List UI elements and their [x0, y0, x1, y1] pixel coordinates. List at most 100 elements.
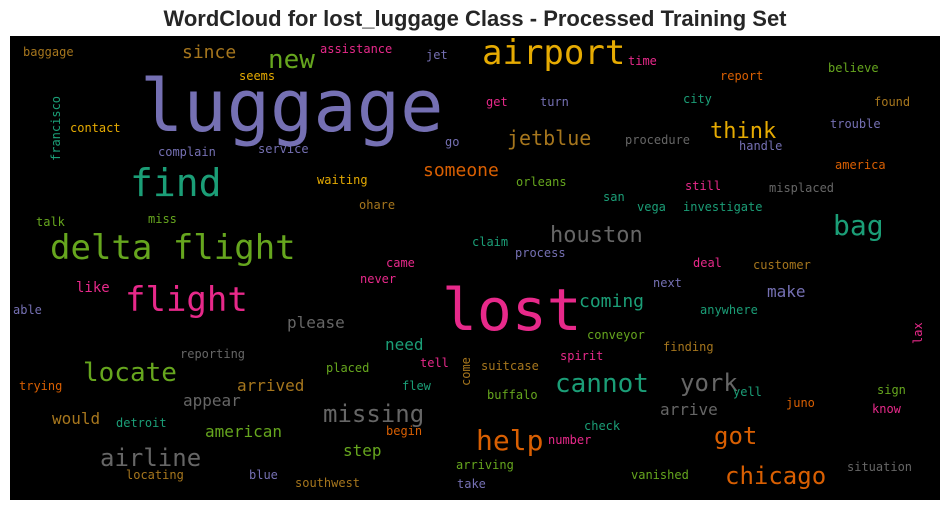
word-vanished: vanished — [631, 468, 689, 482]
word-coming: coming — [579, 291, 644, 312]
word-number: number — [548, 433, 591, 447]
word-detroit: detroit — [116, 416, 167, 430]
word-locating: locating — [126, 468, 184, 482]
word-never: never — [360, 272, 396, 286]
word-turn: turn — [540, 95, 569, 109]
word-begin: begin — [386, 424, 422, 438]
word-arriving: arriving — [456, 458, 514, 472]
word-sign: sign — [877, 383, 906, 397]
word-like: like — [76, 280, 110, 296]
word-believe: believe — [828, 61, 879, 75]
word-next: next — [653, 276, 682, 290]
word-spirit: spirit — [560, 349, 603, 363]
word-arrive: arrive — [660, 400, 718, 419]
word-airline: airline — [100, 444, 201, 472]
word-find: find — [130, 161, 222, 205]
word-placed: placed — [326, 361, 369, 375]
word-come: come — [459, 357, 473, 386]
word-still: still — [685, 179, 721, 193]
word-take: take — [457, 477, 486, 491]
word-assistance: assistance — [320, 42, 392, 56]
word-make: make — [767, 282, 806, 301]
word-missing: missing — [323, 400, 424, 428]
word-flight: flight — [125, 280, 248, 320]
word-miss: miss — [148, 212, 177, 226]
word-conveyor: conveyor — [587, 328, 645, 342]
word-juno: juno — [786, 396, 815, 410]
word-luggage: luggage — [140, 64, 443, 148]
word-jet: jet — [426, 48, 448, 62]
word-america: america — [835, 158, 886, 172]
word-southwest: southwest — [295, 476, 360, 490]
word-american: american — [205, 422, 282, 441]
word-locate: locate — [83, 358, 177, 388]
word-time: time — [628, 54, 657, 68]
word-came: came — [386, 256, 415, 270]
word-ohare: ohare — [359, 198, 395, 212]
word-trying: trying — [19, 379, 62, 393]
word-need: need — [385, 335, 424, 354]
word-investigate: investigate — [683, 200, 762, 214]
word-york: york — [680, 369, 738, 397]
word-customer: customer — [753, 258, 811, 272]
word-houston: houston — [550, 223, 643, 248]
word-delta-flight: delta flight — [50, 228, 296, 268]
wordcloud-canvas: luggage lost airport find delta flight flight… — [10, 36, 940, 500]
word-bag: bag — [833, 209, 884, 242]
word-arrived: arrived — [237, 376, 304, 395]
word-lax: lax — [911, 322, 925, 344]
word-process: process — [515, 246, 566, 260]
word-talk: talk — [36, 215, 66, 229]
word-airport: airport — [482, 36, 625, 73]
word-cannot: cannot — [555, 369, 649, 399]
word-baggage: baggage — [23, 45, 74, 59]
word-finding: finding — [663, 340, 714, 354]
word-go: go — [445, 135, 459, 149]
word-report: report — [720, 69, 763, 83]
word-situation: situation — [847, 460, 912, 474]
word-deal: deal — [693, 256, 722, 270]
word-appear: appear — [183, 391, 241, 410]
word-vega: vega — [637, 200, 666, 214]
word-think: think — [710, 119, 776, 144]
word-seems: seems — [239, 69, 275, 83]
word-please: please — [287, 313, 345, 332]
word-service: service — [258, 142, 309, 156]
word-would: would — [52, 409, 100, 428]
word-waiting: waiting — [317, 173, 368, 187]
word-found: found — [874, 95, 910, 109]
wordcloud-svg: luggage lost airport find delta flight flight… — [13, 36, 925, 491]
word-check: check — [584, 419, 621, 433]
word-handle: handle — [739, 139, 782, 153]
word-got: got — [714, 422, 757, 450]
chart-title: WordCloud for lost_luggage Class - Proce… — [163, 6, 787, 31]
word-orleans: orleans — [516, 175, 567, 189]
word-yell: yell — [733, 385, 762, 399]
word-flew: flew — [402, 379, 432, 393]
word-complain: complain — [158, 145, 216, 159]
word-buffalo: buffalo — [487, 388, 538, 402]
word-claim: claim — [472, 235, 508, 249]
word-francisco: francisco — [49, 96, 63, 161]
word-reporting: reporting — [180, 347, 245, 361]
word-someone: someone — [423, 160, 499, 181]
word-san: san — [603, 190, 625, 204]
word-suitcase: suitcase — [481, 359, 539, 373]
word-know: know — [872, 402, 902, 416]
word-tell: tell — [420, 356, 449, 370]
word-get: get — [486, 95, 508, 109]
word-contact: contact — [70, 121, 121, 135]
word-chicago: chicago — [725, 462, 826, 490]
word-blue: blue — [249, 468, 278, 482]
word-help: help — [476, 424, 543, 457]
word-trouble: trouble — [830, 117, 881, 131]
word-jetblue: jetblue — [507, 126, 591, 150]
word-step: step — [343, 441, 382, 460]
word-able: able — [13, 303, 42, 317]
word-new: new — [268, 45, 315, 75]
word-lost: lost — [442, 276, 582, 344]
word-anywhere: anywhere — [700, 303, 758, 317]
word-misplaced: misplaced — [769, 181, 834, 195]
word-procedure: procedure — [625, 133, 690, 147]
word-since: since — [182, 42, 236, 63]
